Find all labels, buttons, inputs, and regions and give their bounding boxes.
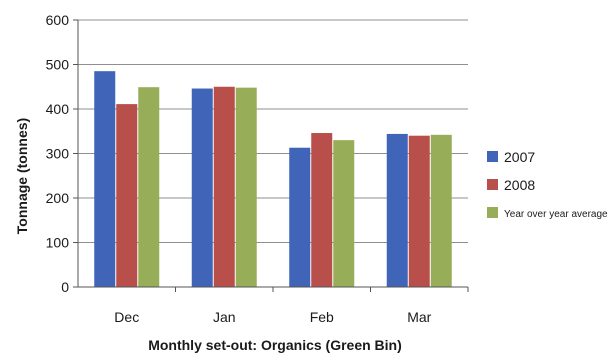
legend-swatch xyxy=(487,179,498,190)
bar-feb-series-0 xyxy=(289,147,311,287)
bar-feb-series-1 xyxy=(311,133,333,287)
y-tick-label: 100 xyxy=(46,235,70,251)
legend-label: Year over year average xyxy=(504,209,608,220)
x-tick-label: Dec xyxy=(114,309,139,325)
bar-feb-series-2 xyxy=(333,140,355,287)
legend: 2007 2008 Year over year average xyxy=(487,149,608,220)
y-tick-label: 300 xyxy=(46,146,70,162)
bar-jan-series-2 xyxy=(235,87,257,287)
y-tick-label: 200 xyxy=(46,190,70,206)
legend-swatch xyxy=(487,151,498,162)
x-axis-title: Monthly set-out: Organics (Green Bin) xyxy=(148,337,402,353)
bar-mar-series-2 xyxy=(430,134,452,287)
y-tick-label: 600 xyxy=(46,12,70,28)
bar-dec-series-2 xyxy=(138,87,160,287)
y-tick-label: 400 xyxy=(46,101,70,117)
legend-swatch xyxy=(487,207,498,218)
y-tick-label: 0 xyxy=(61,279,69,295)
bar-mar-series-1 xyxy=(408,135,430,287)
x-tick-label: Jan xyxy=(213,309,236,325)
bar-jan-series-1 xyxy=(213,86,235,287)
bar-mar-series-0 xyxy=(386,133,408,287)
bar-jan-series-0 xyxy=(191,88,213,287)
legend-label: 2007 xyxy=(504,149,535,165)
legend-label: 2008 xyxy=(504,177,535,193)
x-tick-label: Feb xyxy=(310,309,334,325)
y-tick-label: 500 xyxy=(46,57,70,73)
bar-dec-series-1 xyxy=(116,104,138,287)
axes: 0 100 200 300 400 500 600 Dec Jan Feb Mar xyxy=(46,12,469,325)
x-tick-label: Mar xyxy=(407,309,431,325)
y-axis-title: Tonnage (tonnes) xyxy=(14,118,30,234)
bars xyxy=(94,71,452,287)
bar-dec-series-0 xyxy=(94,71,116,287)
